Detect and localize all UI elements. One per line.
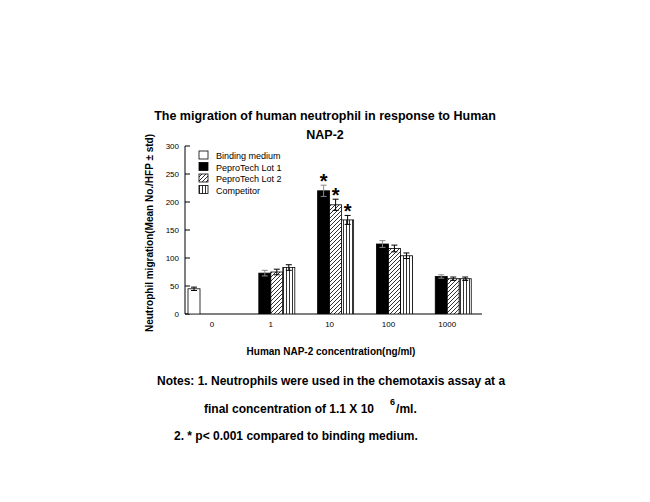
x-tick-label: 0 xyxy=(210,320,215,329)
x-label: Human NAP-2 concentration(ng/ml) xyxy=(247,346,416,357)
bar xyxy=(283,268,295,314)
significance: * xyxy=(332,184,340,206)
error-bar xyxy=(391,245,397,252)
x-tick-label: 1000 xyxy=(438,320,456,329)
note-exponent: 6 xyxy=(390,397,395,407)
error-bar xyxy=(462,277,468,280)
bar xyxy=(376,244,388,314)
note: Notes: 1. Neutrophils were used in the c… xyxy=(157,374,505,388)
note: 2. * p< 0.001 compared to binding medium… xyxy=(174,429,418,443)
x-tick-label: 100 xyxy=(382,320,396,329)
legend-swatch xyxy=(199,174,208,182)
y-tick xyxy=(185,258,190,259)
y-tick xyxy=(185,230,190,231)
bar xyxy=(342,220,354,314)
y-tick-label: 100 xyxy=(166,254,180,263)
chart: The migration of human neutrophil in res… xyxy=(0,0,650,502)
y-tick xyxy=(185,286,190,287)
note: /ml. xyxy=(396,402,417,416)
y-tick-label: 300 xyxy=(166,142,180,151)
bar xyxy=(388,248,400,314)
error-bar xyxy=(286,265,292,271)
legend-label: Competitor xyxy=(216,186,260,196)
y-tick xyxy=(185,174,190,175)
y-tick xyxy=(185,146,190,147)
legend-label: PeproTech Lot 2 xyxy=(216,174,282,184)
y-label: Neutrophil migration(Mean No./HFP ± std) xyxy=(144,134,155,332)
x-tick-label: 10 xyxy=(325,320,334,329)
bar xyxy=(330,205,342,314)
y-tick-label: 250 xyxy=(166,170,180,179)
error-bar xyxy=(191,287,197,290)
legend-label: PeproTech Lot 1 xyxy=(216,163,282,173)
legend-label: Binding medium xyxy=(216,151,281,161)
y-tick xyxy=(185,202,190,203)
bar xyxy=(400,256,412,314)
error-bar xyxy=(274,269,280,275)
bars xyxy=(188,185,471,314)
y-tick-label: 0 xyxy=(175,310,180,319)
title: The migration of human neutrophil in res… xyxy=(154,109,496,142)
error-bar xyxy=(403,253,409,259)
legend-swatch xyxy=(199,163,208,171)
bar xyxy=(318,191,330,314)
x-tick-label: 1 xyxy=(269,320,274,329)
significance: * xyxy=(320,170,328,192)
error-bar xyxy=(438,275,444,278)
bar xyxy=(271,272,283,314)
error-bar xyxy=(379,241,385,248)
legend-swatch xyxy=(199,186,208,194)
significance: * xyxy=(344,200,352,222)
note: final concentration of 1.1 X 10 xyxy=(204,402,374,416)
bar xyxy=(259,273,271,314)
error-bar xyxy=(262,270,268,276)
error-bar xyxy=(450,277,456,280)
y-tick-label: 50 xyxy=(170,282,179,291)
bar xyxy=(435,276,447,314)
bar xyxy=(447,279,459,314)
legend-swatch xyxy=(199,151,208,159)
y-tick-label: 200 xyxy=(166,198,180,207)
bar xyxy=(188,289,200,314)
y-tick-label: 150 xyxy=(166,226,180,235)
bar xyxy=(459,279,471,314)
